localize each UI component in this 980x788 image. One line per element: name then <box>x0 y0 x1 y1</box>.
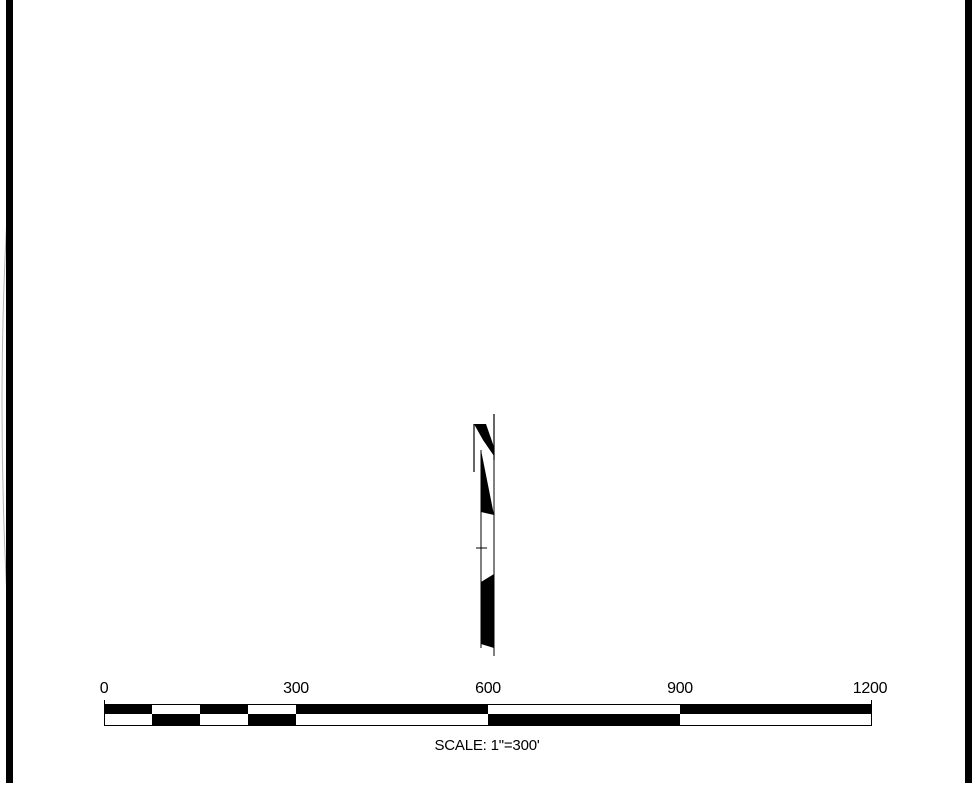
scale-tick-label-600: 600 <box>475 680 501 697</box>
scale-segment-top <box>296 704 488 714</box>
scale-segment-bottom <box>152 714 200 726</box>
arrow-shaft-icon <box>476 450 495 656</box>
scale-tick-label-0: 0 <box>99 680 109 697</box>
scale-segment-bottom <box>488 714 680 726</box>
scale-tick-label-900: 900 <box>667 680 693 697</box>
scale-bar <box>104 700 872 726</box>
scale-segment-top <box>680 704 872 714</box>
north-letter-icon <box>473 414 495 472</box>
left-border <box>6 0 13 783</box>
scale-segment-top <box>200 704 248 714</box>
scale-caption: SCALE: 1"=300' <box>434 737 540 754</box>
scale-segment-bottom <box>248 714 296 726</box>
scale-tick-label-1200: 1200 <box>852 680 888 697</box>
scale-tick-label-300: 300 <box>283 680 309 697</box>
north-arrow <box>473 414 495 656</box>
right-border <box>965 0 972 783</box>
scale-segment-top <box>104 704 152 714</box>
